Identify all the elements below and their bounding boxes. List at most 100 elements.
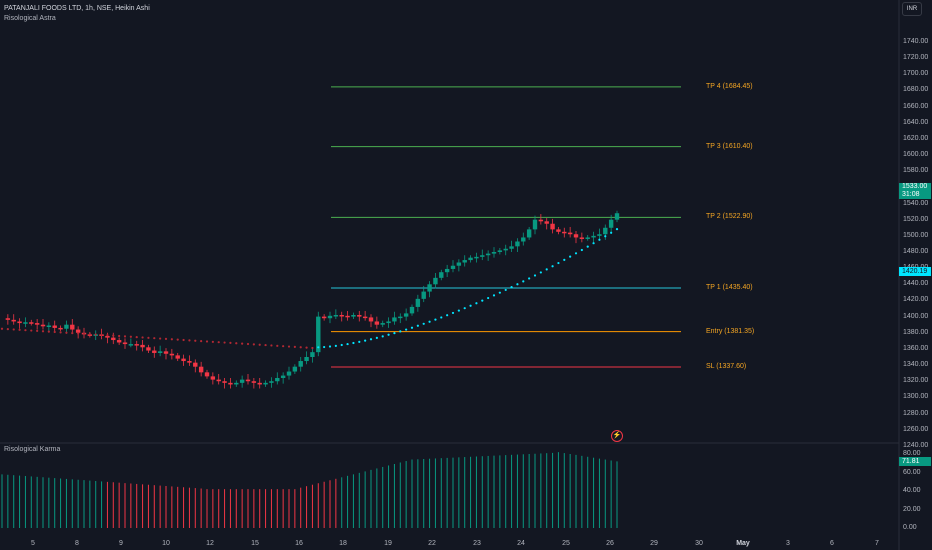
candle-body (573, 234, 579, 238)
time-tick: 19 (384, 540, 392, 547)
currency-button[interactable]: INR (902, 2, 922, 16)
trail-dot (586, 245, 589, 248)
candle-body (427, 284, 432, 292)
time-tick: 16 (295, 540, 303, 547)
price-tick: 1720.00 (903, 54, 929, 62)
trail-dot (147, 336, 150, 339)
candle-body (140, 344, 145, 348)
trail-dot (36, 329, 39, 333)
trail-dot (563, 258, 566, 261)
candle-body (509, 246, 514, 249)
price-tick: 1440.00 (903, 280, 929, 288)
time-tick: 12 (206, 540, 214, 547)
chart-title[interactable]: PATANJALI FOODS LTD, 1h, NSE, Heikin Ash… (4, 5, 150, 12)
candle-body (157, 351, 163, 353)
trail-dot (580, 248, 583, 252)
lower-tick: 20.00 (903, 506, 921, 513)
candle-body (351, 315, 356, 317)
trail-dot (387, 333, 390, 336)
trail-dot (393, 332, 396, 335)
trail-dot (18, 328, 21, 331)
time-tick: 3 (786, 540, 790, 547)
price-tick: 1380.00 (903, 328, 929, 336)
time-tick: 15 (251, 540, 259, 547)
candle-body (70, 324, 75, 330)
price-tick: 1680.00 (903, 86, 929, 94)
price-tick: 1480.00 (903, 248, 929, 255)
trail-price-tag: 1420.19 (899, 267, 931, 276)
candle-body (169, 353, 175, 356)
candle-body (362, 316, 368, 319)
price-tick: 1700.00 (903, 70, 929, 78)
candle-body (556, 229, 561, 232)
trail-dot (487, 296, 490, 300)
trail-dot (323, 345, 326, 349)
candle-body (415, 298, 421, 307)
trail-dot (469, 304, 472, 307)
price-tick: 1520.00 (903, 215, 929, 223)
candle-body (526, 229, 532, 238)
lower-pane-title[interactable]: Risological Karma (4, 446, 61, 453)
level-label: Entry (1381.35) (706, 327, 755, 335)
trail-dot (569, 255, 572, 258)
candle-body (321, 316, 327, 319)
candle-body (491, 252, 497, 254)
candle-body (280, 375, 286, 378)
trail-dot (159, 337, 162, 340)
lightning-icon[interactable]: ⚡ (611, 430, 623, 442)
candle-body (497, 250, 503, 252)
lower-tick: 40.00 (903, 487, 921, 494)
candle-body (562, 231, 567, 234)
level-label: TP 3 (1610.40) (706, 142, 753, 150)
trail-dot (381, 335, 384, 338)
trail-dot (47, 330, 50, 333)
trail-dot (100, 333, 103, 337)
trail-dot (410, 326, 414, 329)
time-tick: 24 (517, 540, 525, 547)
candle-body (5, 318, 11, 320)
candle-body (23, 322, 28, 324)
candle-body (468, 257, 473, 261)
time-tick: 6 (830, 540, 834, 547)
candle-body (52, 325, 57, 328)
candle-body (210, 376, 216, 380)
trail-dot (604, 235, 607, 238)
price-tick: 1360.00 (903, 344, 929, 352)
level-label: SL (1337.60) (706, 363, 747, 370)
trail-dot (528, 277, 531, 280)
candle-body (433, 277, 438, 285)
price-tick: 1320.00 (903, 377, 929, 385)
candle-body (111, 337, 116, 341)
candle-body (603, 227, 608, 235)
trail-dot (463, 307, 466, 310)
trail-dot (235, 342, 238, 345)
last-price-tag: 1533.00 31:08 (899, 183, 931, 199)
candle-body (29, 322, 34, 324)
trail-dot (287, 345, 291, 348)
candle-body (46, 325, 52, 327)
trail-dot (299, 346, 302, 349)
trail-dot (317, 346, 320, 349)
trail-dot (522, 280, 525, 283)
trail-dot (574, 252, 578, 255)
indicator-label[interactable]: Risological Astra (4, 15, 56, 22)
trail-dot (375, 336, 378, 339)
trail-dot (358, 340, 361, 343)
candle-body (193, 362, 198, 367)
trail-dot (293, 345, 296, 349)
karma-value-tag: 71.81 (899, 457, 931, 466)
trail-dot (328, 345, 332, 348)
trail-dot (246, 342, 250, 346)
trail-dot (533, 274, 537, 277)
price-tick: 1540.00 (903, 199, 929, 207)
candle-body (444, 268, 450, 273)
candle-body (368, 317, 374, 322)
candle-body (75, 329, 81, 333)
trail-dot (258, 343, 261, 346)
candle-body (398, 316, 403, 319)
candle-body (421, 291, 426, 299)
trail-dot (451, 311, 455, 315)
trail-dot (305, 346, 308, 349)
candle-body (204, 372, 210, 377)
